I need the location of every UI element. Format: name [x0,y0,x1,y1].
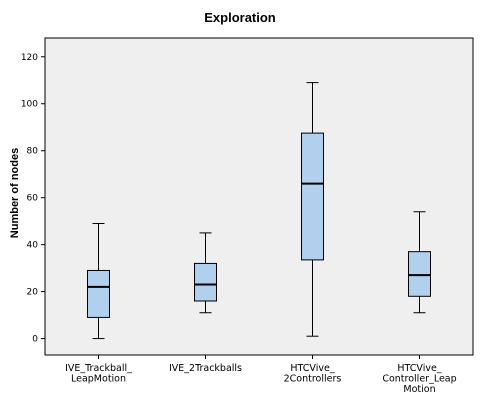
box-group [194,232,217,314]
x-category-label-line: HTCVive_ [290,363,334,374]
x-category-label-line: 2Controllers [284,374,342,385]
iqr-box [408,251,431,297]
y-tick-label: 120 [21,53,38,63]
y-tick-label: 20 [27,288,39,298]
x-category-label: HTCVive_ 2Controllers [284,363,342,385]
iqr-box [301,132,324,261]
boxes [87,82,431,340]
plot-area [44,37,474,356]
y-tick-label: 100 [21,100,38,110]
x-category-label-line: Controller_Leap [382,374,456,385]
y-axis-label: Number of nodes [9,148,21,238]
x-axis: IVE_Trackball_ LeapMotion IVE_2Trackballs H… [65,355,457,395]
y-tick-label: 0 [32,335,38,345]
x-category-label-line: LeapMotion [71,374,126,385]
x-category-label-line: IVE_Trackball_ [65,363,132,374]
iqr-box [87,269,110,318]
y-tick-label: 80 [27,147,39,157]
x-category-label-line: IVE_2Trackballs [169,363,242,374]
x-category-label-line: Motion [403,384,435,395]
iqr-box [194,262,217,302]
x-category-label: IVE_2Trackballs [169,363,242,374]
y-tick-label: 40 [27,241,39,251]
box-group [87,223,110,340]
x-category-label: HTCVive_ Controller_Leap Motion [382,363,456,395]
x-category-label-line: HTCVive_ [397,363,441,374]
box-group [301,82,324,337]
x-category-label: IVE_Trackball_ LeapMotion [65,363,132,385]
y-axis: 0 20 40 60 80 100 120 [21,53,45,345]
chart-title: Exploration [204,10,276,25]
y-tick-label: 60 [27,194,39,204]
box-group [408,211,431,314]
